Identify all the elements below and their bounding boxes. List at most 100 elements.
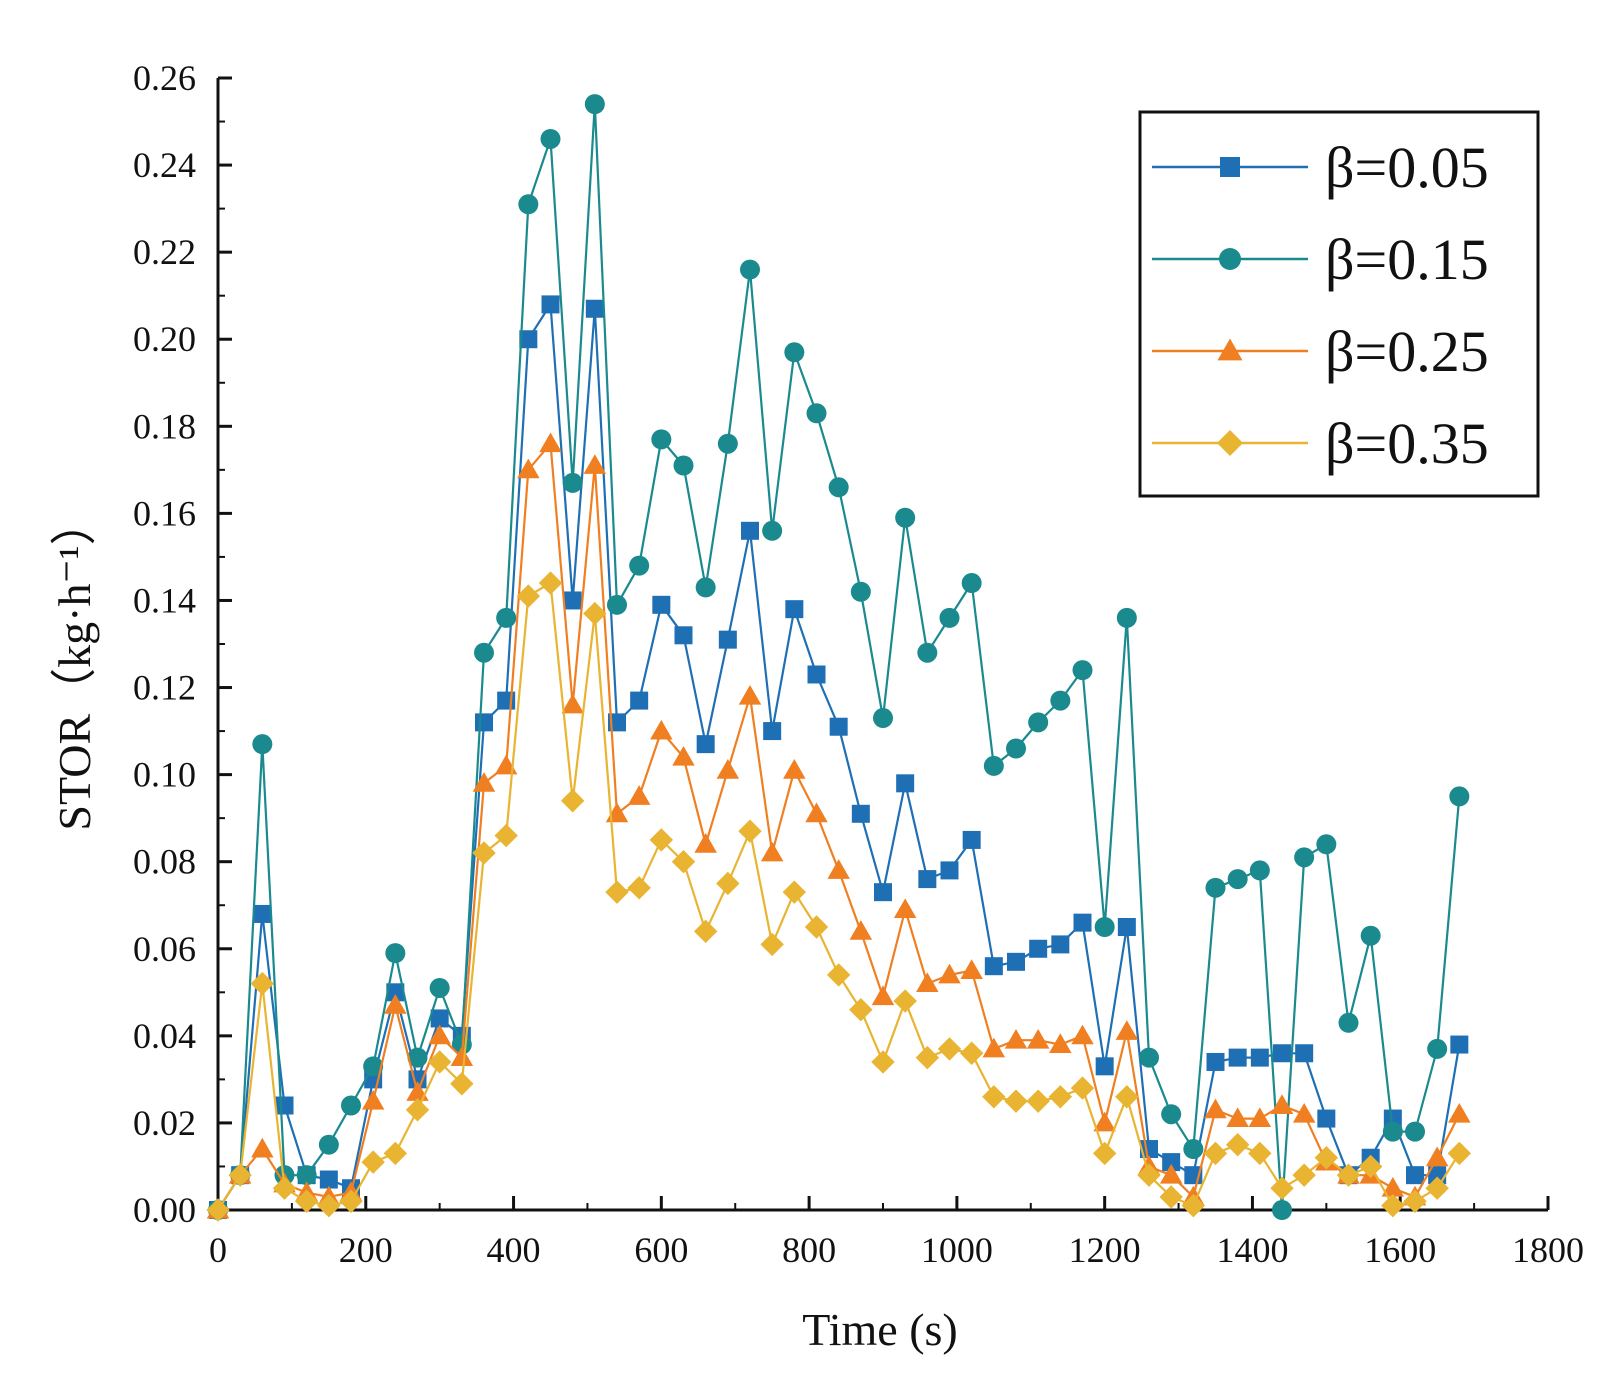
data-point-marker <box>760 932 784 957</box>
data-point-marker <box>1094 917 1115 937</box>
data-point-marker <box>1183 1139 1204 1160</box>
data-point-marker <box>585 299 604 318</box>
data-point-marker <box>1405 1121 1425 1142</box>
data-point-marker <box>783 759 806 779</box>
data-point-marker <box>430 1009 449 1028</box>
data-point-marker <box>694 833 717 853</box>
data-point-marker <box>651 429 672 450</box>
data-point-marker <box>652 595 671 614</box>
data-point-marker <box>960 959 983 979</box>
data-point-marker <box>826 963 851 987</box>
data-point-marker <box>1028 712 1049 733</box>
series-1 <box>208 94 1470 1220</box>
data-point-marker <box>1026 1089 1050 1113</box>
data-point-marker <box>1070 1076 1095 1100</box>
data-point-marker <box>896 774 915 793</box>
data-point-marker <box>206 1198 230 1222</box>
data-point-marker <box>1217 338 1243 361</box>
data-point-marker <box>539 432 562 453</box>
data-point-marker <box>849 998 873 1022</box>
data-point-marker <box>383 1141 408 1166</box>
y-tick-label: 0.20 <box>133 319 196 359</box>
data-point-marker <box>1115 1085 1139 1109</box>
data-point-marker <box>1050 690 1071 711</box>
data-point-marker <box>938 963 961 984</box>
data-point-marker <box>782 880 807 904</box>
data-point-marker <box>385 943 406 964</box>
data-point-marker <box>251 1137 274 1158</box>
data-point-marker <box>1425 1146 1449 1167</box>
data-point-marker <box>983 755 1004 776</box>
data-point-marker <box>1159 1185 1183 1209</box>
data-point-marker <box>541 295 560 314</box>
data-point-marker <box>827 859 850 879</box>
x-tick-label: 1000 <box>921 1230 993 1270</box>
data-point-marker <box>1292 1163 1316 1187</box>
data-point-marker <box>1049 1033 1072 1053</box>
data-point-marker <box>1159 1163 1183 1184</box>
data-point-marker <box>630 691 649 710</box>
data-point-marker <box>1381 1193 1405 1218</box>
data-point-marker <box>1006 738 1026 759</box>
data-point-marker <box>450 1072 474 1096</box>
data-point-marker <box>560 789 585 813</box>
y-tick-label: 0.10 <box>133 755 196 795</box>
legend-item-3: β=0.35 <box>1152 411 1489 476</box>
data-point-marker <box>738 684 762 705</box>
data-point-marker <box>828 477 849 498</box>
data-point-marker <box>1317 1109 1336 1128</box>
y-tick-label: 0.18 <box>133 406 196 446</box>
data-point-marker <box>339 1189 363 1213</box>
data-point-marker <box>874 883 892 902</box>
data-point-marker <box>807 665 826 684</box>
data-point-marker <box>1295 1044 1314 1063</box>
x-axis-title: Time (s) <box>802 1304 958 1355</box>
x-tick-label: 400 <box>487 1230 541 1270</box>
data-point-marker <box>1248 1141 1272 1166</box>
data-point-marker <box>1161 1104 1182 1125</box>
data-point-marker <box>1316 834 1337 855</box>
data-point-marker <box>696 735 715 754</box>
data-point-marker <box>318 1134 339 1155</box>
data-point-marker <box>1026 1028 1050 1049</box>
data-point-marker <box>1336 1163 1361 1187</box>
data-point-marker <box>1092 1141 1117 1166</box>
axes: 0 200 400 600 800 1000 1200 1400 1600 1800 0.00 0.0… <box>133 58 1584 1270</box>
y-tick-label: 0.04 <box>133 1016 196 1056</box>
data-point-marker <box>296 1165 317 1186</box>
data-point-marker <box>851 804 870 823</box>
data-point-marker <box>275 1096 294 1115</box>
y-tick-label: 0.06 <box>133 929 196 969</box>
data-point-marker <box>1029 939 1048 958</box>
data-point-marker <box>517 458 540 479</box>
data-point-marker <box>450 1046 474 1067</box>
data-point-marker <box>984 957 1003 976</box>
data-point-marker <box>893 989 917 1013</box>
data-point-marker <box>850 581 871 602</box>
x-tick-label: 600 <box>634 1230 688 1270</box>
x-tick-label: 1600 <box>1364 1230 1436 1270</box>
legend-label: β=0.25 <box>1325 319 1489 384</box>
data-point-marker <box>1206 1052 1225 1071</box>
data-point-marker <box>1139 1047 1159 1068</box>
data-point-marker <box>916 972 939 993</box>
data-point-marker <box>1270 1094 1294 1114</box>
data-point-marker <box>1051 935 1070 954</box>
data-point-marker <box>893 898 917 919</box>
data-point-marker <box>785 600 804 619</box>
data-point-marker <box>1381 1176 1405 1197</box>
data-point-marker <box>806 403 827 424</box>
data-point-marker <box>1072 660 1093 681</box>
data-point-marker <box>895 507 916 528</box>
data-point-marker <box>1137 1163 1161 1187</box>
data-point-marker <box>940 861 959 880</box>
data-point-marker <box>1162 1153 1181 1172</box>
data-point-marker <box>361 1150 385 1174</box>
data-point-marker <box>1273 1044 1291 1063</box>
data-point-marker <box>1406 1166 1424 1185</box>
y-tick-label: 0.08 <box>133 842 196 882</box>
data-point-marker <box>607 594 627 615</box>
data-point-marker <box>1292 1102 1316 1123</box>
data-point-marker <box>693 919 718 944</box>
data-point-marker <box>784 342 805 363</box>
